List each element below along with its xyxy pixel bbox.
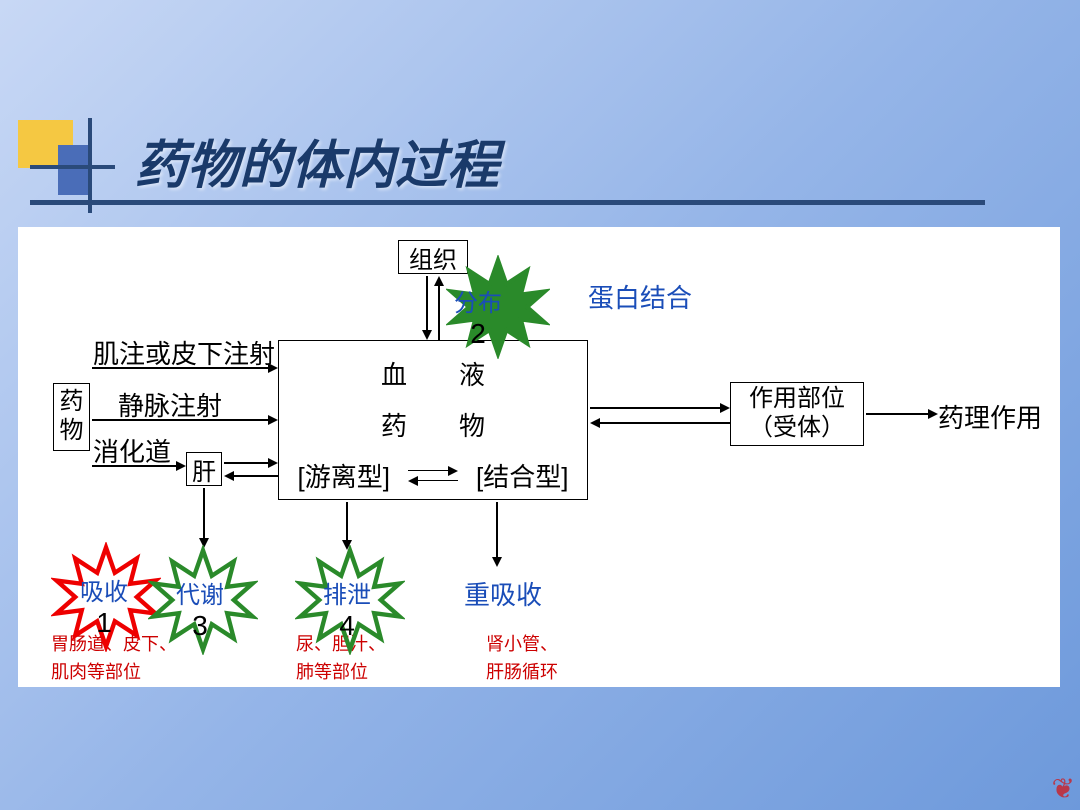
arrow-tissue-down: [426, 276, 428, 330]
decoration-hline: [30, 165, 115, 169]
label-reabsorption: 重吸收: [464, 575, 542, 612]
arrowhead: [224, 471, 234, 481]
node-liver: 肝: [186, 452, 222, 486]
node-drug: 药物: [53, 383, 90, 451]
flowchart-area: 药物 组织 肝 血 液 药 物 [游离型] [结合型] 作用部位 （受体） 药理…: [18, 227, 1060, 687]
starburst-1: [51, 542, 161, 652]
starburst-2: [446, 255, 550, 359]
decoration-vline: [88, 118, 92, 213]
label-gi: 消化道: [93, 432, 171, 469]
starburst-3: [148, 545, 258, 655]
arrow-site-effect: [866, 413, 928, 415]
arrowhead: [176, 461, 186, 471]
node-central-line2: 药 物: [381, 406, 485, 443]
arrow-central-liver: [234, 475, 278, 477]
arrow-tissue-up: [438, 286, 440, 340]
arrowhead: [434, 276, 444, 286]
arrow-iv: [92, 419, 268, 421]
node-site: 作用部位 （受体）: [730, 382, 864, 446]
corner-decoration-icon: ❦: [1052, 772, 1075, 805]
label-im-sc: 肌注或皮下注射: [93, 334, 275, 371]
node-central-line1: 血 液: [381, 355, 485, 392]
arrowhead: [928, 409, 938, 419]
label-iv: 静脉注射: [118, 386, 222, 423]
arrowhead: [268, 458, 278, 468]
arrowhead: [268, 415, 278, 425]
arrowhead: [590, 418, 600, 428]
starburst-4: [295, 545, 405, 655]
decoration-blue-square: [58, 145, 90, 195]
detail-absorption-2: 肌肉等部位: [51, 658, 141, 684]
page-title: 药物的体内过程: [135, 123, 499, 198]
detail-reabsorb-2: 肝肠循环: [486, 658, 558, 684]
arrow-gi: [92, 465, 180, 467]
node-site-line1: 作用部位: [749, 385, 845, 414]
label-protein-binding: 蛋白结合: [588, 278, 692, 315]
node-liver-label: 肝: [192, 452, 216, 487]
node-effect-label: 药理作用: [938, 398, 1042, 435]
arrowhead: [422, 330, 432, 340]
arrow-central-reabsorb: [496, 502, 498, 557]
title-underline: [30, 200, 985, 205]
arrow-im-sc: [92, 367, 268, 369]
node-central: 血 液 药 物 [游离型] [结合型]: [278, 340, 588, 500]
node-site-line2: （受体）: [749, 414, 845, 443]
arrow-liver-down: [203, 488, 205, 538]
arrow-central-kidney: [346, 502, 348, 540]
node-central-free: [游离型]: [298, 457, 390, 494]
arrowhead: [720, 403, 730, 413]
detail-excretion-2: 肺等部位: [296, 658, 368, 684]
arrowhead: [268, 363, 278, 373]
arrow-site-central: [600, 422, 730, 424]
node-drug-label: 药物: [60, 388, 84, 446]
detail-reabsorb-1: 肾小管、: [486, 630, 558, 656]
arrow-central-site: [590, 407, 720, 409]
arrowhead: [492, 557, 502, 567]
arrow-liver-central: [224, 462, 268, 464]
node-central-bound: [结合型]: [476, 457, 568, 494]
